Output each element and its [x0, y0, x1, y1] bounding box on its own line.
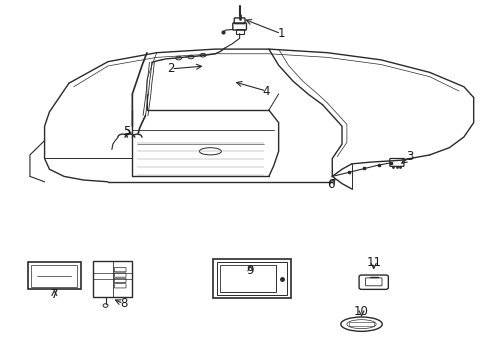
Text: 6: 6	[327, 178, 334, 191]
Text: 2: 2	[167, 62, 175, 75]
Text: 10: 10	[353, 306, 368, 319]
Text: 8: 8	[120, 297, 127, 310]
Text: 11: 11	[366, 256, 381, 269]
Text: 7: 7	[50, 288, 58, 301]
Text: 5: 5	[122, 125, 130, 138]
Text: 1: 1	[277, 27, 284, 40]
Text: 4: 4	[262, 85, 270, 98]
Text: 9: 9	[246, 264, 254, 277]
Text: 3: 3	[406, 150, 413, 163]
